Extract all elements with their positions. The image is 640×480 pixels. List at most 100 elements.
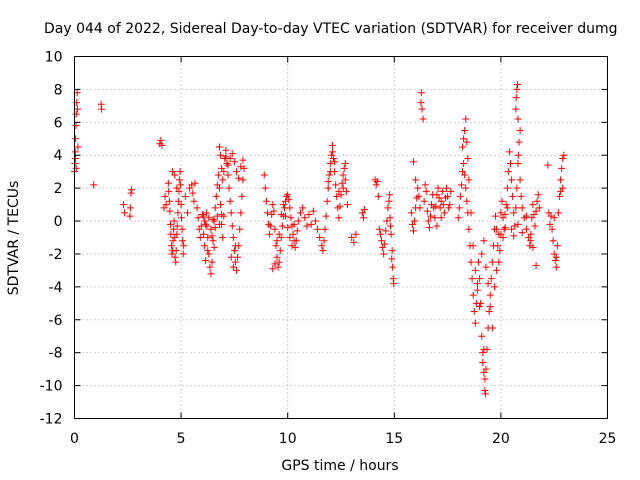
data-point (167, 230, 175, 238)
data-point (229, 263, 237, 271)
data-point (176, 181, 184, 189)
data-point (205, 250, 213, 258)
data-point (176, 168, 184, 176)
data-point (526, 242, 534, 250)
data-point (479, 359, 487, 367)
y-tick-label: 4 (54, 148, 63, 164)
data-point (378, 237, 386, 245)
data-point (551, 257, 559, 265)
data-point (339, 171, 347, 179)
data-point (348, 234, 356, 241)
data-point (180, 242, 188, 250)
data-point (465, 176, 473, 184)
data-point (120, 201, 128, 209)
data-point (309, 207, 317, 215)
data-point (223, 159, 231, 167)
data-point (461, 127, 469, 135)
data-point (126, 204, 134, 212)
data-point (493, 266, 501, 274)
data-point (321, 225, 329, 233)
data-point (222, 153, 230, 161)
data-point (476, 275, 484, 283)
data-point (510, 232, 518, 240)
data-point (515, 138, 523, 146)
data-point (478, 250, 486, 258)
data-point (311, 217, 319, 225)
data-point (220, 168, 228, 176)
data-point (127, 189, 135, 197)
data-point (224, 161, 232, 169)
data-point (227, 253, 235, 261)
data-point (433, 222, 441, 230)
data-point (203, 209, 211, 217)
data-point (339, 184, 347, 192)
data-point (409, 158, 417, 166)
data-point (168, 242, 176, 250)
data-point (175, 176, 183, 184)
data-point (480, 345, 488, 353)
data-point (431, 214, 439, 222)
data-point (503, 184, 511, 192)
data-point (459, 143, 467, 151)
data-point (384, 204, 392, 212)
data-point (172, 247, 180, 255)
data-point (493, 225, 501, 233)
x-tick-label: 5 (177, 431, 186, 447)
data-point (168, 250, 176, 258)
data-point (514, 115, 522, 123)
data-point (455, 204, 463, 212)
data-point (465, 225, 473, 233)
data-point (412, 176, 420, 184)
data-point (331, 158, 339, 166)
data-point (486, 303, 494, 311)
data-point (326, 168, 334, 176)
data-point (233, 168, 241, 176)
data-point (478, 332, 486, 340)
data-point (469, 242, 477, 250)
data-point (328, 141, 336, 149)
data-point (303, 222, 311, 230)
data-point (560, 151, 568, 159)
data-point (532, 207, 540, 215)
data-point (278, 222, 286, 230)
data-point (380, 250, 388, 258)
data-point (282, 212, 290, 220)
plot-frame (74, 56, 608, 419)
data-point (557, 176, 565, 184)
y-tick-label: 6 (54, 115, 63, 131)
data-point (210, 217, 218, 225)
data-point (234, 253, 242, 261)
data-point (72, 155, 80, 163)
data-point (470, 308, 478, 316)
data-point (350, 238, 358, 246)
data-point (447, 187, 455, 195)
data-point (237, 209, 245, 217)
data-point (557, 187, 565, 195)
data-point (199, 230, 207, 238)
data-point (504, 168, 512, 176)
data-point (342, 187, 350, 195)
data-point (436, 204, 444, 212)
data-point (417, 99, 425, 107)
data-point (208, 232, 216, 240)
data-point (316, 234, 324, 241)
data-point (71, 148, 79, 156)
data-point (320, 237, 328, 245)
data-point (212, 192, 220, 200)
data-point (335, 214, 343, 222)
data-point (287, 214, 295, 222)
data-point (503, 204, 511, 212)
y-tick-label: -8 (49, 346, 63, 362)
data-point (273, 253, 281, 261)
y-tick-label: -2 (49, 247, 63, 263)
data-point (471, 319, 479, 327)
data-point (386, 214, 394, 222)
data-point (422, 187, 430, 195)
data-point (501, 224, 509, 232)
data-point (388, 247, 396, 255)
data-point (512, 204, 520, 212)
data-point (215, 220, 223, 228)
data-point (333, 192, 341, 200)
data-point (239, 156, 247, 164)
data-point (328, 148, 336, 156)
